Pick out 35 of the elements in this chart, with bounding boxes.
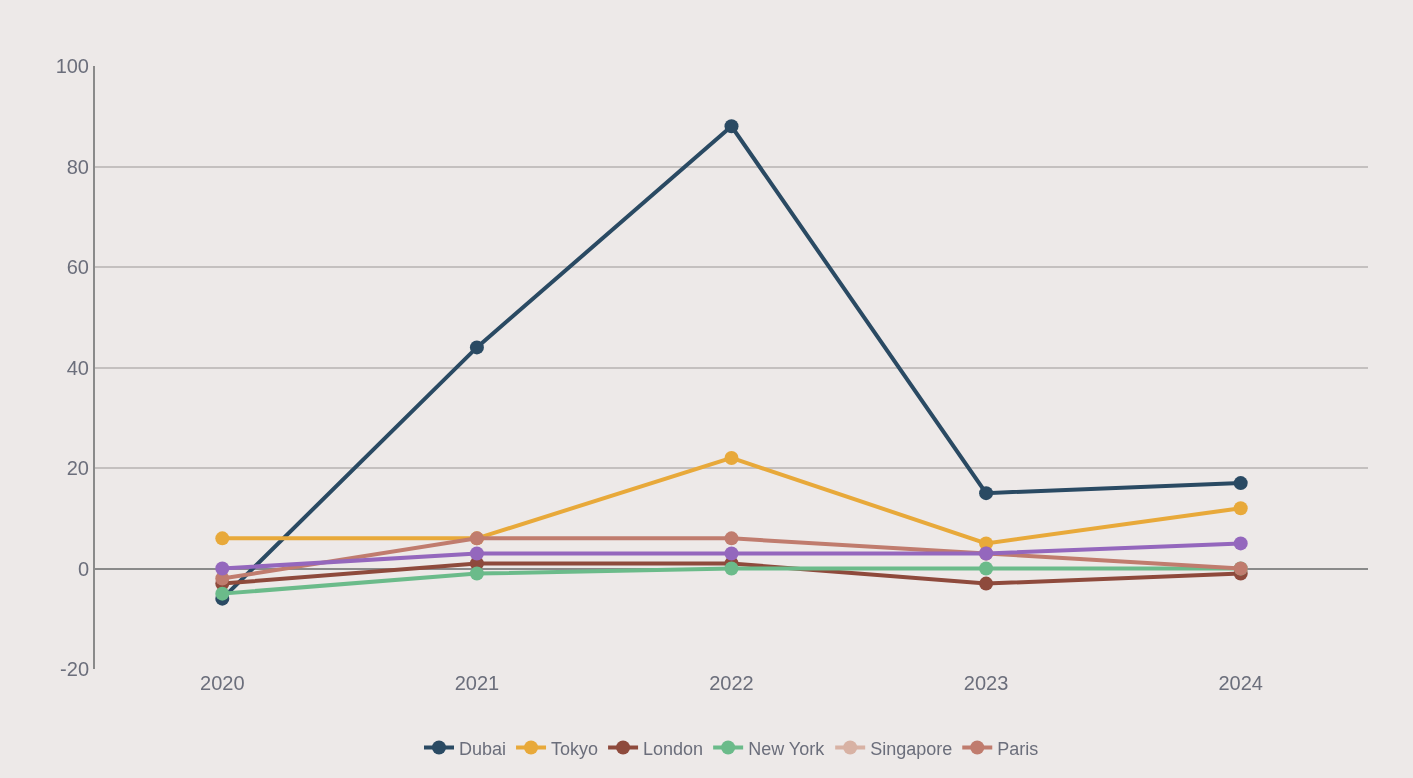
- y-tick-label: 60: [66, 256, 89, 278]
- point: [469, 566, 484, 581]
- point: [724, 546, 739, 561]
- y-tick-label: 80: [66, 155, 89, 178]
- point: [724, 119, 739, 134]
- legend-label: Paris: [997, 738, 1039, 759]
- point: [215, 531, 230, 546]
- point: [1233, 536, 1248, 551]
- point: [724, 450, 739, 465]
- legend-label: Singapore: [870, 738, 953, 759]
- y-tick-label: 0: [77, 557, 89, 580]
- y-tick-label: 40: [66, 356, 89, 379]
- point: [215, 561, 230, 576]
- legend-label: Dubai: [459, 738, 507, 759]
- point: [979, 486, 994, 501]
- point: [469, 340, 484, 355]
- legend-label: London: [643, 738, 704, 759]
- point: [724, 531, 739, 546]
- point: [979, 576, 994, 591]
- point: [215, 586, 230, 601]
- legend-label: Tokyo: [551, 738, 599, 759]
- y-tick-label: 20: [66, 457, 89, 479]
- point: [1233, 501, 1248, 516]
- x-tick-label: 2021: [454, 672, 500, 694]
- y-tick-label: 100: [55, 55, 89, 77]
- point: [1233, 476, 1248, 491]
- point: [724, 561, 739, 576]
- x-tick-label: 2023: [963, 672, 1009, 694]
- x-tick-label: 2022: [709, 672, 754, 694]
- point: [979, 561, 994, 576]
- x-tick-label: 2024: [1218, 672, 1263, 694]
- legend-label: New York: [748, 738, 826, 759]
- y-tick-label: -20: [60, 658, 89, 680]
- x-tick-label: 2020: [200, 672, 245, 694]
- point: [469, 546, 484, 561]
